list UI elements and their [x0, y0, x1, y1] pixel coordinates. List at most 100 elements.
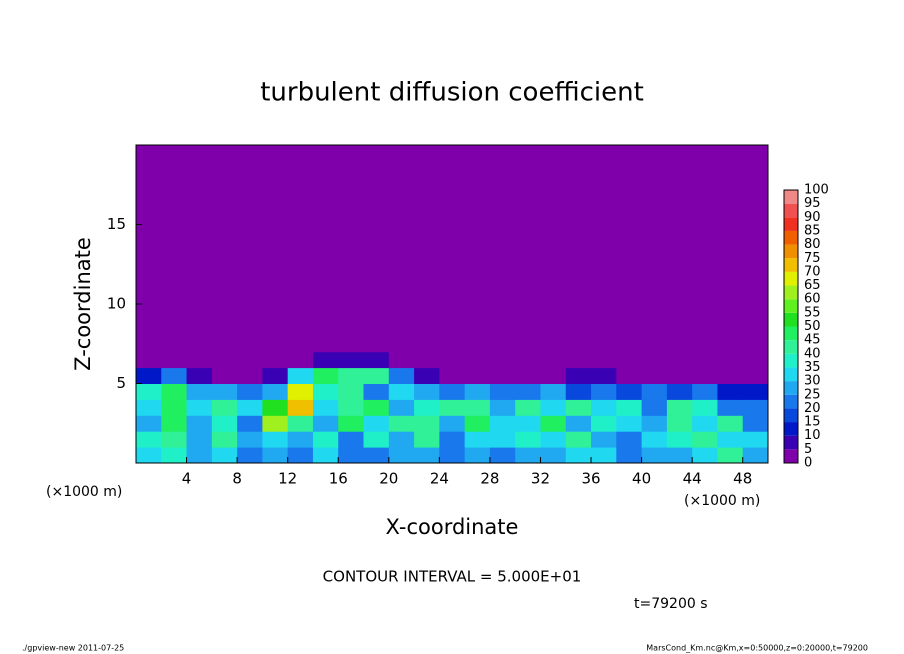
colorbar-label: 100 [804, 183, 829, 198]
cell [616, 431, 643, 448]
cell [161, 351, 188, 369]
cell [565, 383, 592, 400]
cell [439, 399, 466, 416]
colorbar-swatch [784, 285, 798, 300]
cell [312, 145, 339, 353]
cell [742, 351, 769, 369]
x-tick-label: 48 [733, 470, 752, 488]
cell [161, 447, 188, 464]
cell [136, 145, 162, 353]
cell [388, 367, 415, 384]
cell [237, 431, 263, 448]
cell [363, 415, 390, 432]
colorbar-swatch [784, 381, 798, 395]
cell [489, 399, 516, 416]
cell [262, 431, 289, 448]
cell [565, 399, 592, 416]
cell [489, 367, 516, 384]
colorbar-label: 60 [804, 292, 821, 307]
cell [363, 447, 390, 464]
cell [641, 383, 668, 400]
cell [161, 415, 188, 432]
cell [591, 383, 617, 400]
colorbar-swatch [784, 394, 798, 409]
cell [489, 431, 516, 448]
colorbar-swatch [784, 408, 798, 423]
cell [641, 415, 668, 432]
cell [742, 399, 769, 416]
cell [692, 367, 718, 384]
cell [540, 383, 567, 400]
x-unit-label: (×1000 m) [684, 493, 760, 509]
colorbar-label: 90 [804, 210, 821, 225]
cell [287, 415, 314, 432]
cell [692, 431, 718, 448]
cell [439, 447, 466, 464]
cell [414, 145, 440, 353]
cell [338, 447, 365, 464]
cell [186, 383, 213, 400]
cell [211, 431, 238, 448]
cell [312, 415, 339, 432]
cell [540, 447, 567, 464]
cell [262, 351, 289, 369]
cell [439, 145, 466, 353]
cell [186, 447, 213, 464]
cell [136, 367, 162, 384]
colorbar-label: 10 [804, 428, 821, 443]
x-tick-label: 28 [480, 470, 499, 488]
cell [388, 447, 415, 464]
colorbar-label: 65 [804, 278, 821, 293]
cell [464, 447, 491, 464]
cell [338, 399, 365, 416]
y-tick-label: 5 [116, 374, 126, 392]
y-axis-label: Z-coordinate [71, 237, 95, 371]
cell [414, 399, 440, 416]
contour-note: CONTOUR INTERVAL = 5.000E+01 [323, 568, 582, 586]
cell [641, 145, 668, 353]
colorbar-label: 95 [804, 196, 821, 211]
cell [363, 367, 390, 384]
cell [692, 351, 718, 369]
cell [717, 399, 744, 416]
cell [616, 399, 643, 416]
cell [515, 415, 541, 432]
cell [616, 447, 643, 464]
x-tick-label: 16 [329, 470, 348, 488]
cell [414, 383, 440, 400]
cell [312, 399, 339, 416]
cell [338, 351, 365, 369]
cell [742, 447, 769, 464]
cell [312, 383, 339, 400]
cell [489, 383, 516, 400]
cell [515, 367, 541, 384]
y-tick-label: 15 [107, 215, 126, 233]
cell [287, 367, 314, 384]
cell [136, 415, 162, 432]
cell [515, 447, 541, 464]
cell [692, 399, 718, 416]
cell [666, 145, 693, 353]
cell [161, 399, 188, 416]
cell [641, 367, 668, 384]
cell [666, 415, 693, 432]
cell [641, 351, 668, 369]
colorbar-swatch [784, 449, 798, 463]
cell [388, 431, 415, 448]
cell [388, 351, 415, 369]
x-tick-label: 24 [430, 470, 449, 488]
cell [464, 351, 491, 369]
cell [717, 145, 744, 353]
cell [136, 383, 162, 400]
cell [666, 351, 693, 369]
colorbar-label: 25 [804, 387, 821, 402]
cell [540, 145, 567, 353]
cell [363, 431, 390, 448]
cell [262, 383, 289, 400]
cell [312, 367, 339, 384]
cell [616, 145, 643, 353]
cell [591, 415, 617, 432]
cell [692, 447, 718, 464]
cell [666, 431, 693, 448]
cell [515, 145, 541, 353]
